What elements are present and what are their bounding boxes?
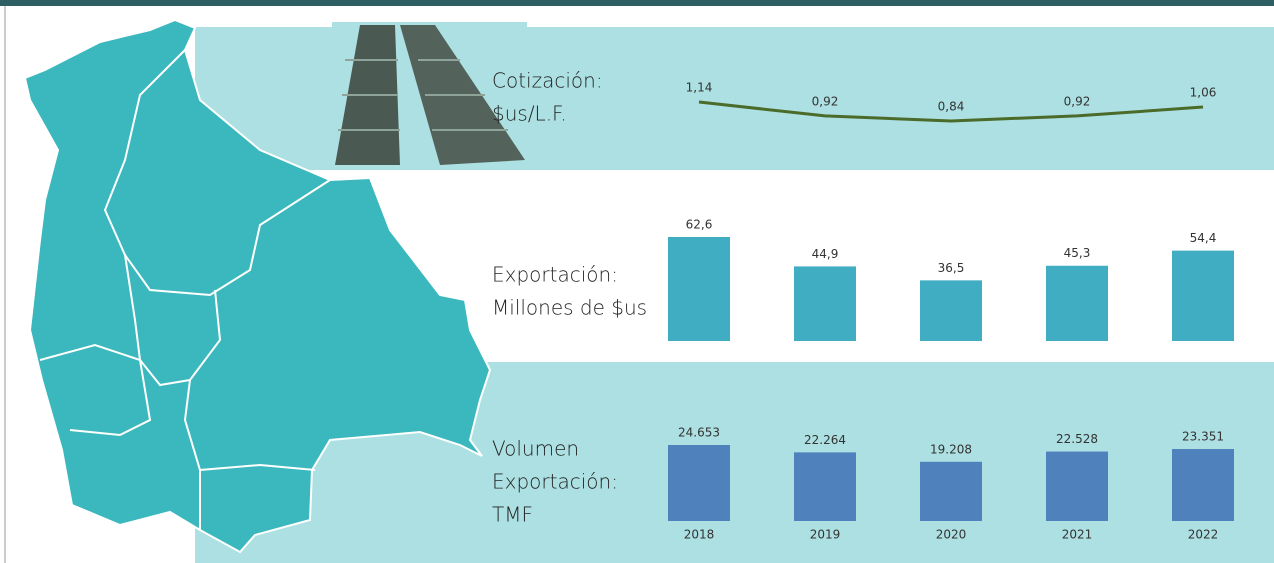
x-tick-label: 2018 xyxy=(684,528,715,542)
x-tick-label: 2020 xyxy=(936,528,967,542)
bar xyxy=(668,445,730,521)
top-stripe xyxy=(0,0,1274,6)
value-label: 19.208 xyxy=(930,442,972,456)
bar xyxy=(1046,265,1108,341)
panel-title: $us/L.F. xyxy=(492,102,567,126)
value-label: 54,4 xyxy=(1190,231,1217,245)
value-label: 44,9 xyxy=(812,247,839,261)
bar xyxy=(668,237,730,341)
value-label: 0,92 xyxy=(812,94,839,108)
panel-title: Volumen xyxy=(492,437,579,461)
panel-title: TMF xyxy=(492,503,533,527)
bar xyxy=(920,461,982,521)
panel-title: Exportación: xyxy=(492,263,618,287)
bar xyxy=(794,452,856,521)
panel-title: Millones de $us xyxy=(492,296,647,320)
x-tick-label: 2019 xyxy=(810,528,841,542)
bar xyxy=(1172,250,1234,341)
value-label: 0,84 xyxy=(938,99,965,113)
panel-title: Exportación: xyxy=(492,470,618,494)
value-label: 62,6 xyxy=(686,218,713,232)
value-label: 22.528 xyxy=(1056,432,1098,446)
bar xyxy=(794,266,856,341)
value-label: 1,06 xyxy=(1190,86,1217,100)
value-label: 23.351 xyxy=(1182,430,1224,444)
panel-title: Cotización: xyxy=(492,69,603,93)
map xyxy=(23,18,492,554)
x-tick-label: 2022 xyxy=(1188,528,1219,542)
x-tick-label: 2021 xyxy=(1062,528,1093,542)
value-label: 24.653 xyxy=(678,426,720,440)
bar xyxy=(920,280,982,341)
photo xyxy=(332,22,527,170)
value-label: 45,3 xyxy=(1064,246,1091,260)
value-label: 36,5 xyxy=(938,261,965,275)
bar xyxy=(1046,451,1108,521)
value-label: 0,92 xyxy=(1064,94,1091,108)
value-label: 22.264 xyxy=(804,433,846,447)
bar xyxy=(1172,449,1234,521)
line xyxy=(698,100,1204,123)
value-label: 1,14 xyxy=(686,81,713,95)
